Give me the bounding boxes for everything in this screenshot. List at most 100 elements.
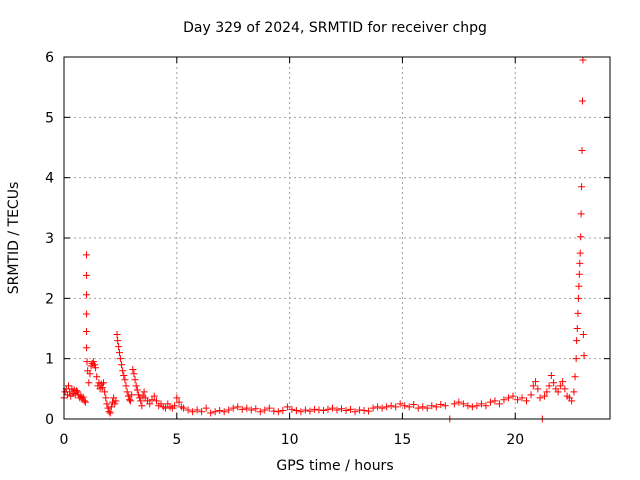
data-point [306, 407, 314, 415]
data-point [274, 408, 282, 416]
data-point [500, 396, 508, 404]
data-point [547, 372, 555, 380]
data-point [378, 404, 386, 412]
data-point [123, 388, 131, 396]
data-point [112, 397, 120, 405]
data-point [137, 397, 145, 405]
data-point [216, 407, 224, 415]
data-point [132, 382, 140, 390]
data-point [115, 343, 123, 351]
data-point [550, 379, 558, 387]
data-point [98, 384, 106, 392]
grid-lines [64, 57, 610, 419]
data-point [101, 388, 109, 396]
data-point [423, 404, 431, 412]
data-point [121, 376, 129, 384]
data-point [338, 405, 346, 413]
data-point [125, 396, 133, 404]
data-point [279, 407, 287, 415]
data-point [106, 409, 114, 417]
data-point [261, 406, 269, 414]
data-point [573, 325, 581, 332]
data-point [86, 370, 94, 378]
data-point [575, 282, 583, 290]
data-point [292, 407, 300, 415]
data-point [297, 408, 305, 416]
data-point [574, 309, 582, 317]
x-tick-label: 20 [506, 432, 524, 448]
data-point [148, 396, 156, 404]
data-point [401, 402, 409, 410]
data-point [532, 378, 540, 386]
data-point [486, 398, 494, 406]
data-point [432, 403, 440, 411]
data-point [153, 397, 161, 405]
data-point [80, 397, 88, 405]
data-point [374, 403, 382, 411]
x-tick-label: 5 [172, 432, 181, 448]
data-point [111, 400, 119, 408]
data-point [83, 310, 91, 318]
data-point [128, 391, 136, 399]
data-point [534, 385, 542, 393]
data-point [342, 407, 350, 415]
data-point [523, 397, 531, 405]
data-point [387, 402, 395, 410]
data-point [575, 270, 583, 278]
data-point [543, 388, 551, 396]
data-point [99, 379, 107, 387]
data-point [414, 404, 422, 412]
data-point [252, 405, 260, 413]
data-point [103, 400, 111, 408]
data-point [243, 404, 251, 412]
data-point [140, 388, 148, 396]
data-point [315, 406, 323, 414]
data-point [229, 404, 237, 412]
data-points [60, 56, 588, 423]
data-point [319, 407, 327, 415]
data-point [256, 408, 264, 416]
data-point [120, 372, 128, 380]
data-point [576, 259, 584, 267]
data-point [83, 358, 91, 366]
data-point [495, 400, 503, 408]
data-point [234, 403, 242, 411]
data-point [578, 183, 586, 191]
data-point [83, 328, 91, 336]
data-point [365, 407, 373, 415]
y-axis-ticks: 0 1 2 3 4 5 6 [45, 50, 610, 428]
y-tick-label: 2 [45, 291, 54, 307]
data-point [324, 405, 332, 413]
data-point [124, 392, 132, 400]
data-point [189, 408, 197, 416]
data-point [283, 403, 291, 411]
data-point [202, 404, 210, 412]
y-tick-label: 6 [45, 50, 54, 66]
data-point [171, 402, 179, 410]
data-point [577, 233, 585, 241]
data-point [570, 388, 578, 396]
data-point [180, 404, 188, 412]
data-point [437, 401, 445, 409]
data-point [578, 97, 586, 105]
data-point [419, 403, 427, 411]
data-point [116, 349, 124, 357]
data-point [83, 344, 91, 352]
data-point [265, 404, 273, 412]
data-point [580, 352, 588, 360]
data-point [93, 373, 101, 381]
data-point [572, 355, 580, 363]
data-point [468, 403, 476, 411]
data-point [220, 408, 228, 416]
data-point [79, 393, 87, 401]
data-point [477, 400, 485, 408]
data-point [118, 361, 126, 369]
data-point [211, 408, 219, 416]
data-point [104, 404, 112, 412]
data-point [577, 210, 585, 218]
x-axis-label: GPS time / hours [276, 458, 393, 474]
data-point [162, 404, 170, 412]
data-point [574, 294, 582, 302]
data-point [175, 398, 183, 406]
